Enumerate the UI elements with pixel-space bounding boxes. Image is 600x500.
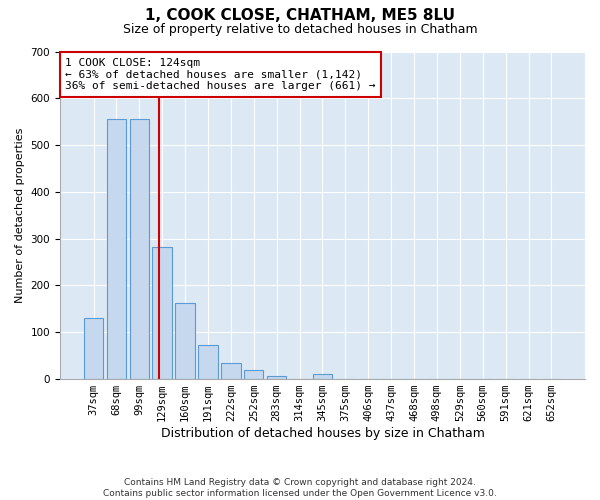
- Bar: [244, 370, 263, 379]
- X-axis label: Distribution of detached houses by size in Chatham: Distribution of detached houses by size …: [161, 427, 484, 440]
- Bar: [152, 246, 172, 379]
- Bar: [107, 120, 126, 379]
- Bar: [198, 345, 218, 379]
- Bar: [313, 374, 332, 379]
- Bar: [221, 363, 241, 379]
- Text: Size of property relative to detached houses in Chatham: Size of property relative to detached ho…: [122, 22, 478, 36]
- Bar: [84, 318, 103, 379]
- Bar: [130, 120, 149, 379]
- Bar: [175, 303, 195, 379]
- Bar: [267, 376, 286, 379]
- Text: 1, COOK CLOSE, CHATHAM, ME5 8LU: 1, COOK CLOSE, CHATHAM, ME5 8LU: [145, 8, 455, 22]
- Text: 1 COOK CLOSE: 124sqm
← 63% of detached houses are smaller (1,142)
36% of semi-de: 1 COOK CLOSE: 124sqm ← 63% of detached h…: [65, 58, 376, 92]
- Text: Contains HM Land Registry data © Crown copyright and database right 2024.
Contai: Contains HM Land Registry data © Crown c…: [103, 478, 497, 498]
- Y-axis label: Number of detached properties: Number of detached properties: [15, 128, 25, 303]
